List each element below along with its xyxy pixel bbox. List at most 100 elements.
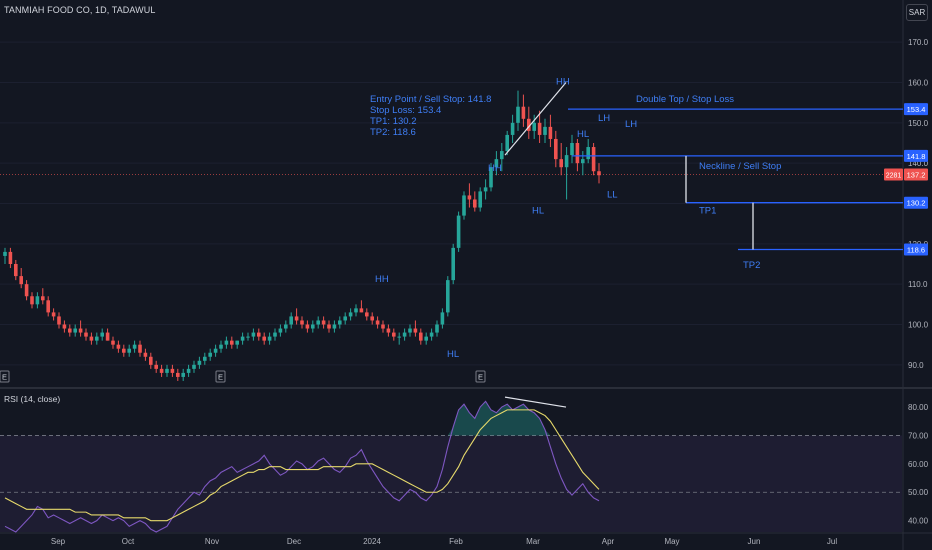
countdown-badge <box>884 168 903 181</box>
candle-body <box>419 332 423 341</box>
candle-body <box>343 316 347 321</box>
candle-body <box>537 122 542 135</box>
price-level-badge-label: 153.4 <box>907 105 926 114</box>
candle-body <box>354 308 358 313</box>
candle-body <box>446 280 450 313</box>
last-price-badge <box>904 168 928 181</box>
price-tick-label: 150.0 <box>908 119 929 128</box>
earnings-marker-box <box>475 370 486 383</box>
time-axis-label: Nov <box>205 537 219 546</box>
candle-body <box>548 126 553 139</box>
earnings-marker-box <box>215 370 226 383</box>
swing-label: LH <box>625 119 637 130</box>
candle-body <box>473 199 477 208</box>
candle-body <box>159 368 164 373</box>
rsi-line <box>4 400 600 533</box>
candle-body <box>51 312 56 317</box>
candle-body <box>8 251 13 264</box>
candle-body <box>500 151 504 160</box>
time-axis-label: Sep <box>51 537 66 546</box>
candle-body <box>370 316 374 321</box>
price-level-badge-label: 130.2 <box>907 199 926 208</box>
candle-body <box>105 332 110 341</box>
candle-body <box>440 312 445 325</box>
candle-body <box>284 324 288 329</box>
trade-info-line: Stop Loss: 153.4 <box>370 105 441 116</box>
candle-body <box>543 126 547 135</box>
candle-body <box>127 348 131 353</box>
candle-body <box>176 372 180 377</box>
time-axis-label: Feb <box>449 537 463 546</box>
candle-body <box>321 320 326 325</box>
candle-body <box>116 344 121 349</box>
candle-body <box>170 368 175 373</box>
price-tick-label: 170.0 <box>908 38 929 47</box>
rsi-indicator-label: RSI (14, close) <box>4 394 61 404</box>
candle-body <box>521 106 526 119</box>
candle-body <box>143 352 148 357</box>
candle-body <box>381 324 385 329</box>
candle-body <box>19 276 23 285</box>
rsi-ma-line <box>4 409 600 522</box>
rsi-tick-label: 40.00 <box>908 517 929 526</box>
candle-body <box>392 332 396 337</box>
time-axis-label: Mar <box>526 537 540 546</box>
swing-label: HL <box>447 349 459 360</box>
trade-info-line: TP2: 118.6 <box>370 127 416 138</box>
candle-body <box>3 251 7 256</box>
candle-body <box>424 336 428 341</box>
price-tick-label: 90.0 <box>908 361 924 370</box>
trade-info-line: Entry Point / Sell Stop: 141.8 <box>370 94 491 105</box>
candle-body <box>527 118 531 131</box>
candle-body <box>24 284 29 297</box>
candle-body <box>386 328 391 333</box>
candle-body <box>46 300 50 313</box>
candle-body <box>359 308 364 313</box>
candle-body <box>192 364 196 369</box>
swing-label: LH <box>598 113 610 124</box>
candle-body <box>267 336 272 341</box>
candle-body <box>149 356 153 365</box>
price-level-label: Double Top / Stop Loss <box>636 94 734 105</box>
candle-body <box>575 143 580 164</box>
earnings-marker-label: E <box>218 373 223 382</box>
candle-body <box>300 320 304 325</box>
rsi-tick-label: 80.00 <box>908 403 929 412</box>
candle-body <box>197 360 202 365</box>
candle-body <box>413 328 418 333</box>
price-level-badge <box>904 243 928 256</box>
candle-body <box>240 336 245 341</box>
candle-body <box>365 312 369 317</box>
candle-body <box>591 147 596 172</box>
candle-body <box>246 336 250 338</box>
candle-body <box>35 296 40 305</box>
price-tick-label: 110.0 <box>908 280 928 289</box>
price-tick-label: 140.0 <box>908 159 929 168</box>
candle-body <box>532 122 536 131</box>
candle-body <box>456 215 461 248</box>
candle-body <box>84 332 88 337</box>
candle-body <box>41 296 45 301</box>
rsi-tick-label: 50.00 <box>908 488 929 497</box>
candle-body <box>559 159 563 168</box>
rsi-divergence-line <box>504 396 567 408</box>
trade-info-line: TP1: 130.2 <box>370 116 416 127</box>
earnings-marker-box <box>0 370 10 383</box>
candle-body <box>100 332 104 337</box>
currency-button[interactable]: SAR <box>906 4 928 21</box>
candle-body <box>132 344 137 349</box>
candle-body <box>111 340 115 345</box>
candle-body <box>257 332 261 337</box>
candle-body <box>494 159 499 168</box>
candle-body <box>224 340 229 345</box>
candle-body <box>203 356 207 361</box>
candle-body <box>305 324 310 329</box>
candle-body <box>89 336 94 341</box>
candle-body <box>30 296 34 305</box>
candle-body <box>165 368 169 373</box>
price-tick-label: 100.0 <box>908 321 929 330</box>
time-axis-label: Jun <box>748 537 761 546</box>
candle-body <box>262 336 266 341</box>
candle-body <box>213 348 218 353</box>
